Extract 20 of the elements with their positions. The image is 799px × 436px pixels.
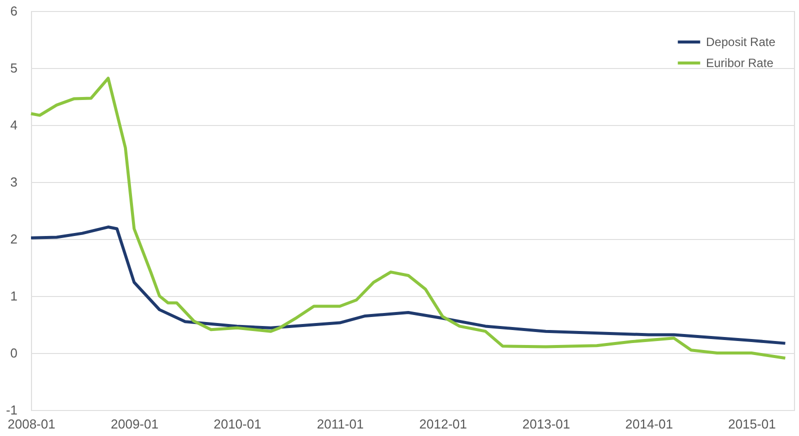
- x-tick-label: 2014-01: [625, 416, 673, 432]
- line-series: [30, 76, 787, 360]
- x-tick-label: 2010-01: [214, 416, 262, 432]
- y-tick-label: -1: [6, 402, 18, 418]
- x-tick-label: 2008-01: [8, 416, 56, 432]
- x-tick-label: 2013-01: [522, 416, 570, 432]
- y-tick-label: 2: [10, 232, 18, 246]
- legend-label: Euribor Rate: [706, 56, 774, 70]
- y-tick-label: 0: [10, 346, 18, 360]
- x-tick-label: 2011-01: [316, 416, 364, 432]
- x-tick-label: 2009-01: [110, 416, 158, 432]
- legend-label: Deposit Rate: [706, 35, 776, 49]
- y-tick-label: 4: [10, 118, 18, 132]
- x-tick-label: 2015-01: [728, 416, 776, 432]
- x-tick-label: 2012-01: [419, 416, 468, 432]
- y-tick-label: 3: [10, 174, 18, 190]
- y-tick-label: 6: [10, 4, 18, 18]
- y-tick-label: 5: [10, 60, 18, 76]
- y-tick-label: 1: [10, 288, 18, 304]
- line-series: [30, 226, 787, 345]
